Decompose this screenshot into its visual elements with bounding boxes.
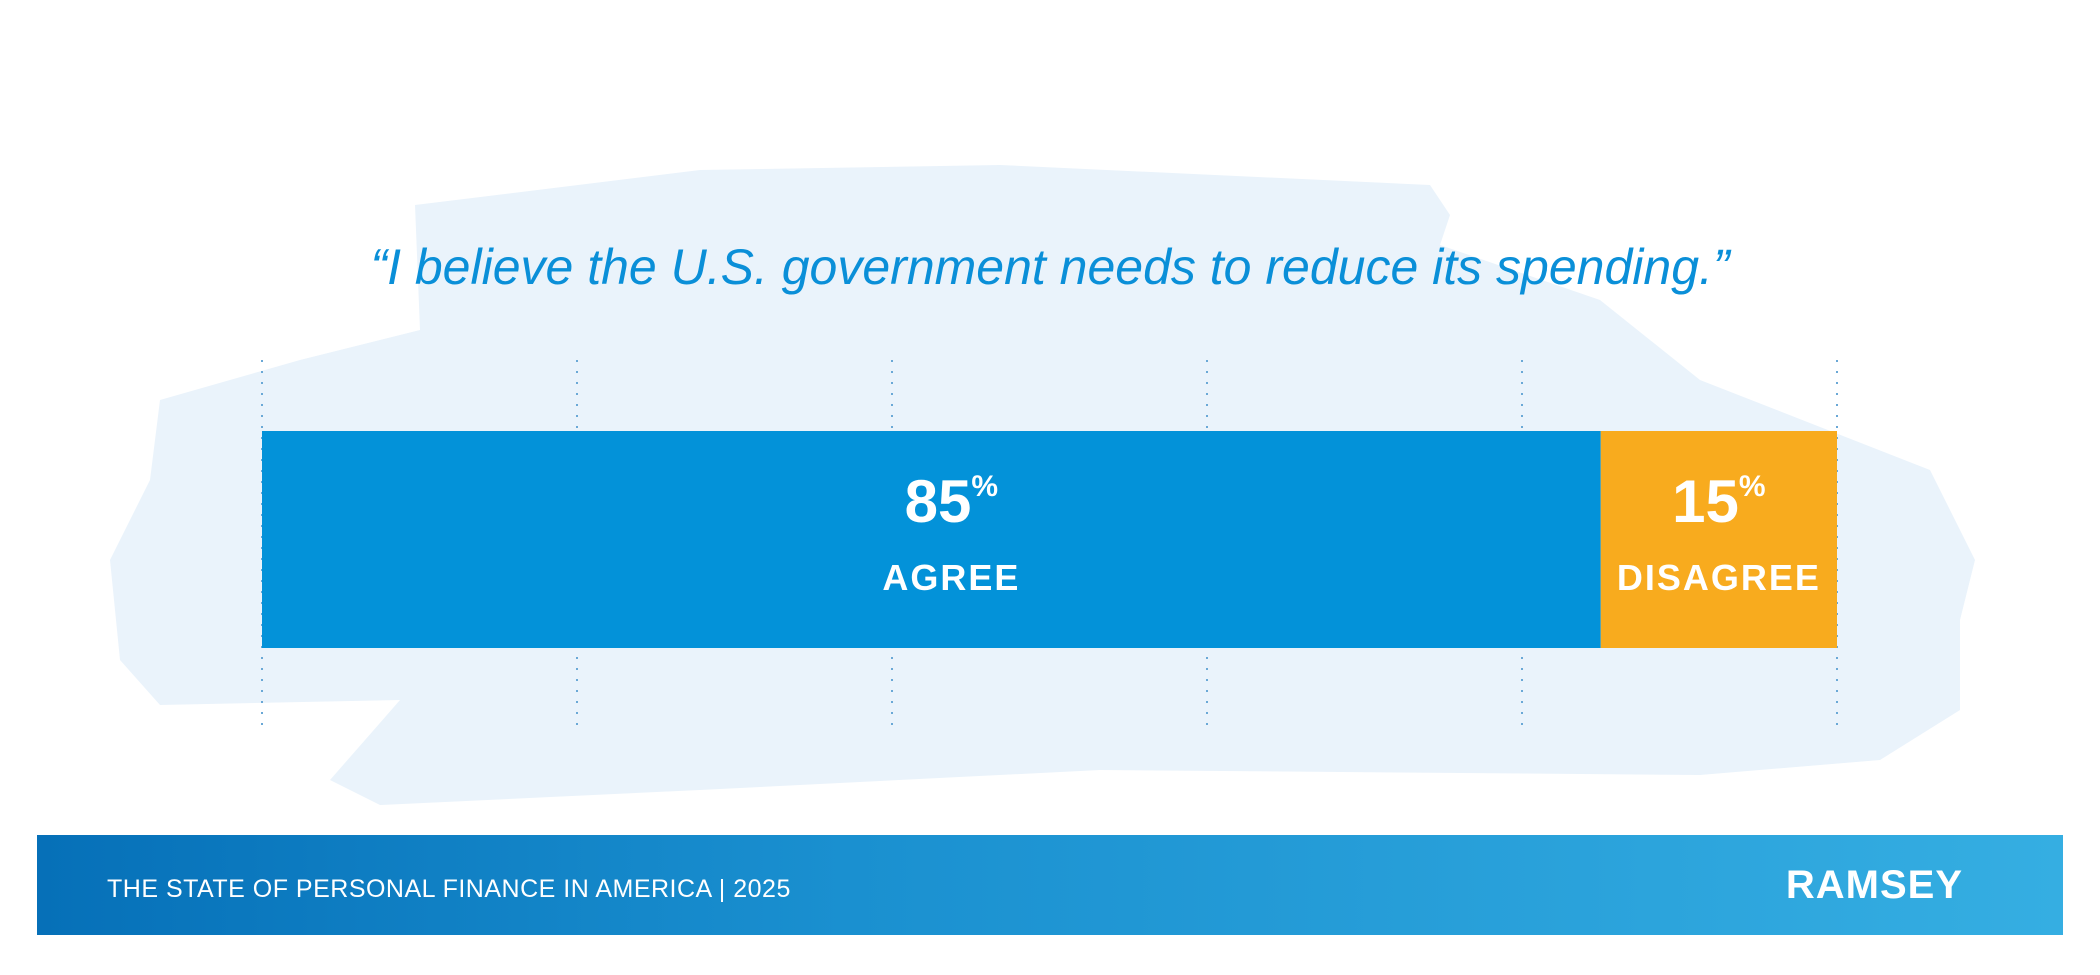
footer-band: THE STATE OF PERSONAL FINANCE IN AMERICA… (37, 835, 2063, 935)
bar-segment-agree (262, 431, 1601, 648)
data-label-value: 85% (905, 468, 998, 535)
footer-text: THE STATE OF PERSONAL FINANCE IN AMERICA… (107, 875, 791, 903)
chart-title: “I believe the U.S. government needs to … (370, 239, 1730, 295)
ramsey-logo: RAMSEY (1785, 863, 1963, 907)
data-label-category: AGREE (882, 557, 1020, 598)
bar-segment-disagree (1600, 431, 1837, 648)
data-label-category: DISAGREE (1617, 557, 1821, 598)
